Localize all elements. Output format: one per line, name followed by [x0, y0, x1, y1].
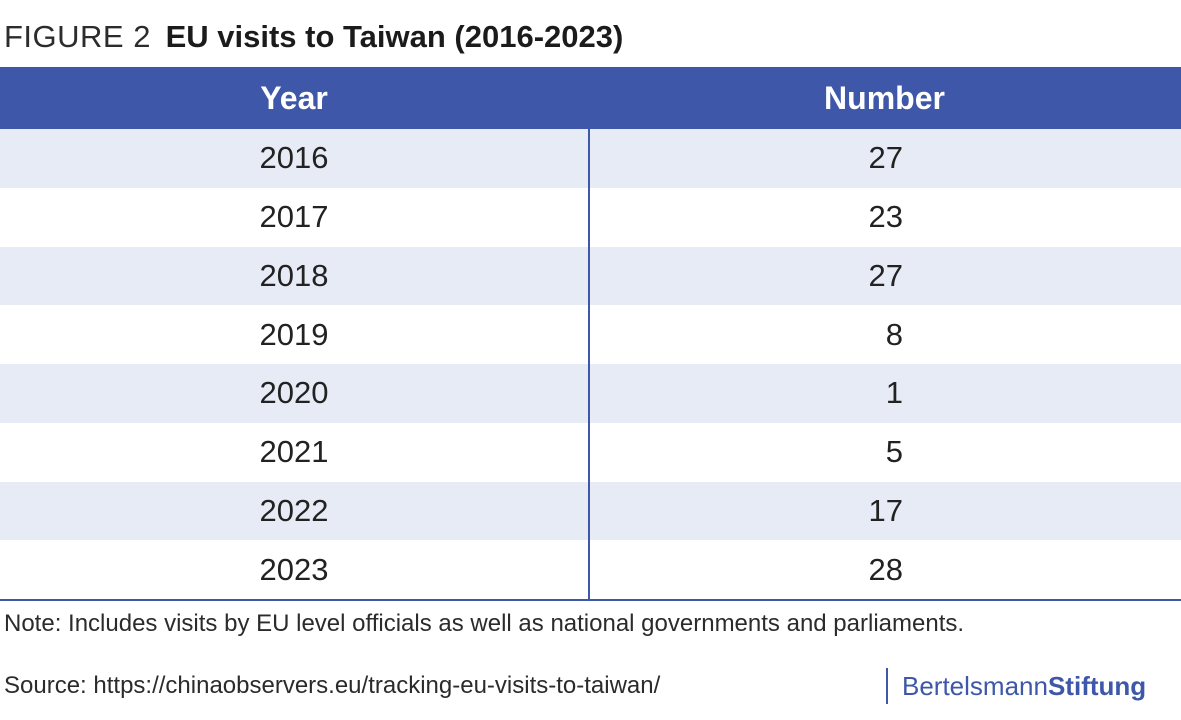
- cell-year: 2022: [259, 492, 329, 528]
- table-row: 2018 27: [0, 246, 1181, 306]
- cell-number: 27: [588, 129, 1181, 188]
- figure-title: FIGURE 2 EU visits to Taiwan (2016-2023): [4, 17, 623, 57]
- table-header: Year Number: [0, 67, 1181, 129]
- brand-name-regular: Bertelsmann: [902, 670, 1048, 701]
- table-row: 2019 8: [0, 305, 1181, 364]
- cell-number: 23: [588, 187, 1181, 247]
- brand-name-bold: Stiftung: [1047, 670, 1147, 701]
- table-row: 2020 1: [0, 364, 1181, 423]
- figure-label: FIGURE 2: [4, 19, 151, 54]
- cell-year: 2016: [259, 140, 329, 176]
- header-number: Number: [824, 79, 945, 116]
- table-bottom-rule: [0, 599, 1181, 601]
- table-row: 2017 23: [0, 187, 1181, 247]
- header-year: Year: [260, 79, 328, 116]
- source-text: Source: https://chinaobservers.eu/tracki…: [4, 672, 661, 699]
- cell-year: 2017: [259, 199, 329, 235]
- cell-number: 8: [588, 305, 1181, 364]
- brand-logo: Bertelsmann Stiftung: [886, 668, 1146, 704]
- table-row: 2023 28: [0, 540, 1181, 599]
- cell-number: 17: [588, 481, 1181, 541]
- brand-bar: [886, 668, 888, 704]
- cell-number: 28: [588, 540, 1181, 599]
- table-row: 2016 27: [0, 129, 1181, 188]
- cell-year: 2019: [259, 316, 329, 352]
- cell-year: 2018: [259, 257, 329, 293]
- table-row: 2022 17: [0, 481, 1181, 541]
- table-body: 2016 27 2017 23 2018 27 2019 8 2020 1 2021 5 2022 17 2…: [0, 129, 1181, 599]
- cell-year: 2020: [259, 375, 329, 411]
- cell-year: 2023: [259, 551, 329, 587]
- cell-number: 5: [588, 422, 1181, 482]
- note-text: Note: Includes visits by EU level offici…: [4, 610, 965, 637]
- cell-number: 27: [588, 246, 1181, 306]
- table-row: 2021 5: [0, 422, 1181, 482]
- cell-year: 2021: [259, 434, 329, 470]
- cell-number: 1: [588, 364, 1181, 423]
- figure-name: EU visits to Taiwan (2016-2023): [165, 19, 624, 54]
- data-table: Year Number 2016 27 2017 23 2018 27 2019 8 2020 1…: [0, 67, 1181, 601]
